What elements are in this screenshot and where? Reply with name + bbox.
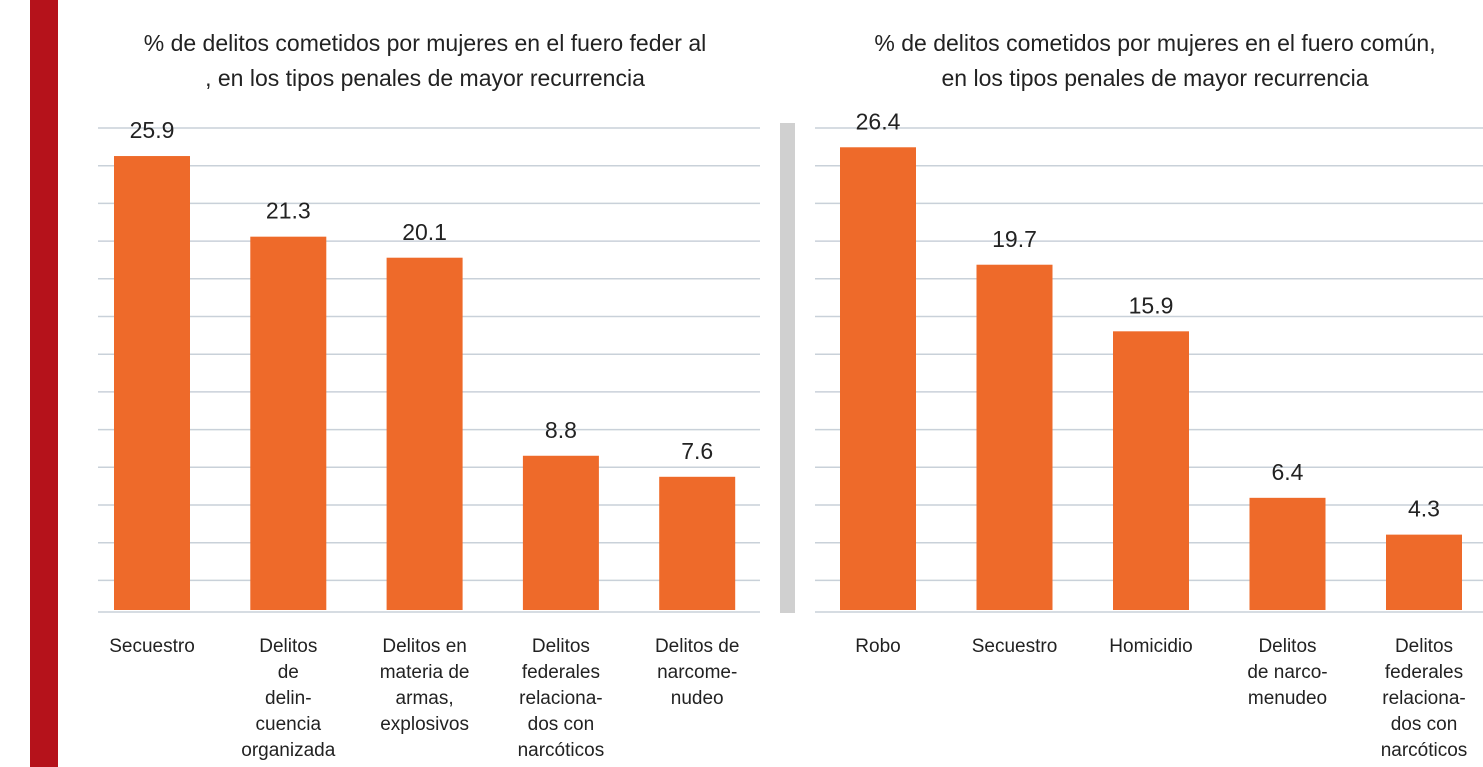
chart-title: en los tipos penales de mayor recurrenci…: [941, 65, 1368, 91]
x-tick-label: relaciona-: [519, 688, 602, 709]
x-tick-label: Secuestro: [109, 636, 195, 657]
bar: [250, 236, 327, 610]
x-tick-label: relaciona-: [1382, 688, 1465, 709]
x-tick-label: Delitos: [532, 636, 590, 657]
value-label: 20.1: [402, 219, 447, 245]
x-tick-label: narcóticos: [1381, 740, 1468, 761]
bar: [1386, 534, 1462, 610]
bar: [1113, 331, 1189, 610]
value-label: 25.9: [130, 117, 175, 143]
x-tick-label: dos con: [1391, 714, 1458, 735]
x-tick-label: delin-: [265, 688, 311, 709]
value-label: 21.3: [266, 198, 311, 224]
x-tick-label: Delitos: [1395, 636, 1453, 657]
x-tick-label: de: [278, 662, 299, 683]
chart-title: , en los tipos penales de mayor recurren…: [205, 65, 645, 91]
value-label: 26.4: [856, 108, 901, 134]
bar: [522, 455, 599, 610]
value-label: 15.9: [1129, 292, 1174, 318]
bar: [659, 476, 736, 610]
x-tick-label: armas,: [396, 688, 454, 709]
x-tick-label: nudeo: [671, 688, 724, 709]
x-tick-label: menudeo: [1248, 688, 1327, 709]
x-tick-label: federales: [1385, 662, 1463, 683]
x-tick-label: dos con: [528, 714, 595, 735]
bar: [1249, 497, 1326, 610]
value-label: 4.3: [1408, 496, 1440, 522]
bar: [114, 156, 190, 610]
bar: [386, 257, 463, 610]
accent-bar: [30, 0, 58, 767]
bar: [976, 264, 1053, 610]
x-tick-label: Delitos: [259, 636, 317, 657]
x-tick-label: de narco-: [1247, 662, 1327, 683]
x-tick-label: narcóticos: [518, 740, 605, 761]
bar: [840, 147, 916, 610]
x-tick-label: narcome-: [657, 662, 737, 683]
x-tick-label: Delitos en: [382, 636, 467, 657]
value-label: 7.6: [681, 438, 713, 464]
x-tick-label: Delitos: [1258, 636, 1316, 657]
x-tick-label: cuencia: [256, 714, 322, 735]
x-tick-label: materia de: [380, 662, 470, 683]
x-tick-label: explosivos: [380, 714, 469, 735]
x-tick-label: Delitos de: [655, 636, 740, 657]
chart-title: % de delitos cometidos por mujeres en el…: [874, 30, 1435, 56]
value-label: 6.4: [1272, 459, 1304, 485]
x-tick-label: federales: [522, 662, 600, 683]
value-label: 8.8: [545, 417, 577, 443]
x-tick-label: organizada: [241, 740, 335, 761]
chart-title: % de delitos cometidos por mujeres en el…: [144, 30, 707, 56]
x-tick-label: Homicidio: [1109, 636, 1192, 657]
x-tick-label: Secuestro: [972, 636, 1058, 657]
x-tick-label: Robo: [855, 636, 900, 657]
value-label: 19.7: [992, 226, 1037, 252]
divider: [780, 123, 795, 613]
